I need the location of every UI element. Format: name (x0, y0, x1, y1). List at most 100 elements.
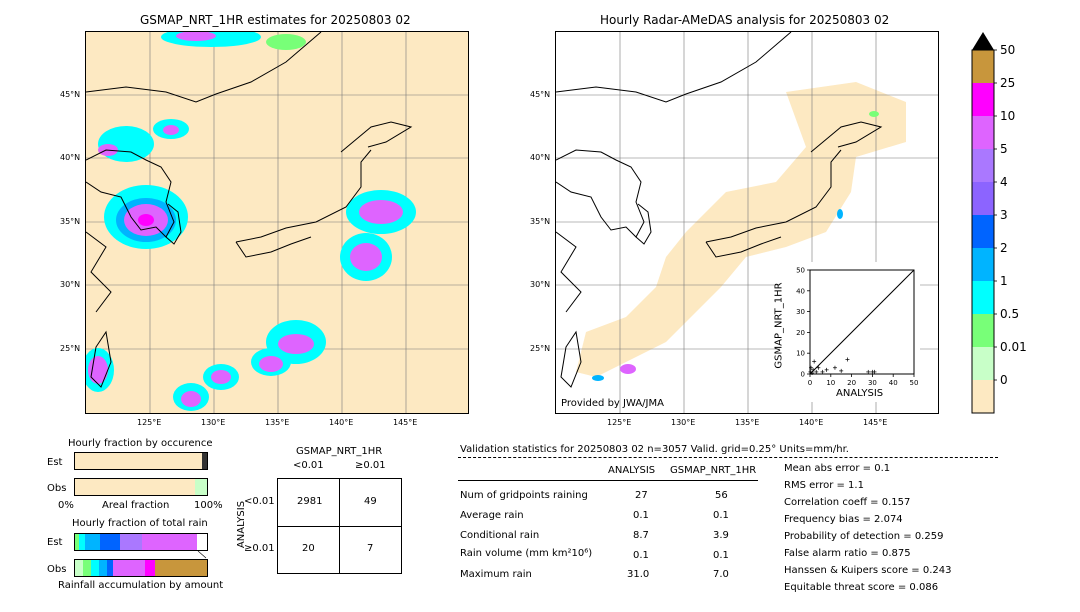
scatter-xtick-label: 10 (826, 379, 835, 387)
scatter-point (812, 359, 817, 364)
right-lon-label: 145°E (863, 418, 888, 427)
score-line: RMS error = 1.1 (784, 480, 864, 491)
total-rain-footer: Rainfall accumulation by amount (58, 580, 224, 591)
colorbar-label: 5 (1000, 142, 1008, 156)
occurrence-title: Hourly fraction by occurence (68, 438, 213, 449)
scatter-point (810, 370, 815, 375)
scatter-xlabel: ANALYSIS (836, 388, 884, 399)
colorbar-label: 0 (1000, 373, 1008, 387)
right-lon-label: 125°E (607, 418, 632, 427)
colorbar-bin (972, 314, 994, 347)
colorbar-label: 1 (1000, 274, 1008, 288)
validation-row-analysis: 31.0 (627, 569, 650, 580)
scatter-xtick-label: 0 (808, 379, 812, 387)
seg (75, 534, 79, 550)
scatter-point (809, 365, 814, 370)
total-connector (197, 551, 207, 559)
occurrence-est-fill (202, 453, 207, 469)
score-line: Mean abs error = 0.1 (784, 463, 891, 474)
left-lat-label: 35°N (60, 217, 81, 226)
colorbar-label: 25 (1000, 76, 1015, 90)
scatter-inset: 0 10 20 30 40 50 0 10 20 30 40 50 ANALYSIS GSMAP_NR… (774, 262, 920, 402)
scatter-ytick-label: 10 (796, 350, 805, 358)
scatter-ytick-label: 30 (796, 308, 805, 316)
contingency-title: GSMAP_NRT_1HR (296, 446, 383, 457)
scatter-xtick-label: 30 (868, 379, 877, 387)
colorbar-bin (972, 182, 994, 215)
occurrence-est-label: Est (47, 457, 63, 468)
colorbar-label: 2 (1000, 241, 1008, 255)
right-lat-label: 25°N (530, 344, 551, 353)
right-lat-label: 30°N (530, 280, 551, 289)
scatter-point (811, 367, 816, 372)
contingency-cell: 7 (367, 543, 374, 554)
scatter-ylabel: GSMAP_NRT_1HR (773, 282, 785, 369)
scatter-point (814, 369, 819, 374)
validation-row-label: Average rain (460, 510, 524, 521)
colorbar-bin (972, 149, 994, 182)
seg (99, 560, 107, 576)
scatter-ytick-label: 0 (801, 371, 805, 379)
validation-row-label: Num of gridpoints raining (460, 490, 588, 501)
total-obs-label: Obs (47, 564, 67, 575)
seg (113, 560, 145, 576)
contingency-cell: 20 (302, 543, 315, 554)
scatter-point (816, 365, 821, 370)
colorbar-bin (972, 50, 994, 83)
scatter-point (845, 357, 850, 362)
colorbar-label: 0.5 (1000, 307, 1019, 321)
score-line: False alarm ratio = 0.875 (784, 548, 911, 559)
validation-row-analysis: 0.1 (633, 550, 649, 561)
validation-header: Validation statistics for 20250803 02 n=… (460, 444, 849, 455)
right-lon-label: 135°E (735, 418, 760, 427)
colorbar-bin (972, 116, 994, 149)
validation-col-underline (458, 480, 758, 481)
scatter-point (839, 368, 844, 373)
seg (107, 560, 113, 576)
validation-row-analysis: 0.1 (633, 510, 649, 521)
validation-row-analysis: 8.7 (633, 530, 649, 541)
colorbar-bin (972, 248, 994, 281)
colorbar-bin (972, 83, 994, 116)
colorbar-extend-arrow (972, 32, 994, 50)
scatter-xtick-label: 50 (910, 379, 919, 387)
left-lat-label: 30°N (60, 280, 81, 289)
contingency-col-header: ≥0.01 (355, 460, 386, 471)
seg (100, 534, 120, 550)
score-line: Equitable threat score = 0.086 (784, 582, 939, 593)
colorbar-frame (971, 49, 995, 414)
colorbar-svg: 50 25 10 5 4 3 2 1 0.5 0.01 0 (971, 32, 1027, 414)
contingency-cell: 2981 (297, 496, 323, 507)
validation-col-analysis: ANALYSIS (608, 465, 656, 476)
scatter-point (824, 367, 829, 372)
right-lon-label: 130°E (671, 418, 696, 427)
contingency-row-axis: ANALYSIS (236, 500, 248, 549)
contingency-row-header: ≥0.01 (244, 543, 275, 554)
left-map-title: GSMAP_NRT_1HR estimates for 20250803 02 (140, 13, 411, 27)
left-lon-label: 135°E (265, 418, 290, 427)
scatter-xtick-label: 20 (847, 379, 856, 387)
colorbar-label: 0.01 (1000, 340, 1027, 354)
grid-hline (278, 526, 401, 527)
left-lon-label: 145°E (393, 418, 418, 427)
score-line: Probability of detection = 0.259 (784, 531, 944, 542)
contingency-col-header: <0.01 (293, 460, 324, 471)
scatter-diagonal (809, 269, 915, 375)
colorbar-label: 3 (1000, 208, 1008, 222)
validation-row-label: Conditional rain (460, 530, 540, 541)
scatter-point (832, 365, 837, 370)
validation-row-gsmap: 3.9 (713, 530, 729, 541)
left-lat-label: 25°N (60, 344, 81, 353)
validation-row-gsmap: 0.1 (713, 550, 729, 561)
scatter-ytick-label: 20 (796, 329, 805, 337)
occurrence-obs-fill (195, 479, 207, 495)
colorbar-label: 10 (1000, 109, 1015, 123)
validation-col-gsmap: GSMAP_NRT_1HR (670, 465, 757, 476)
score-line: Correlation coeff = 0.157 (784, 497, 911, 508)
left-lon-label: 130°E (201, 418, 226, 427)
scatter-svg: 0 10 20 30 40 50 0 10 20 30 40 50 (796, 267, 919, 388)
score-line: Hanssen & Kuipers score = 0.243 (784, 565, 952, 576)
left-map-svg (86, 32, 468, 413)
validation-row-gsmap: 7.0 (713, 569, 729, 580)
validation-row-gsmap: 0.1 (713, 510, 729, 521)
